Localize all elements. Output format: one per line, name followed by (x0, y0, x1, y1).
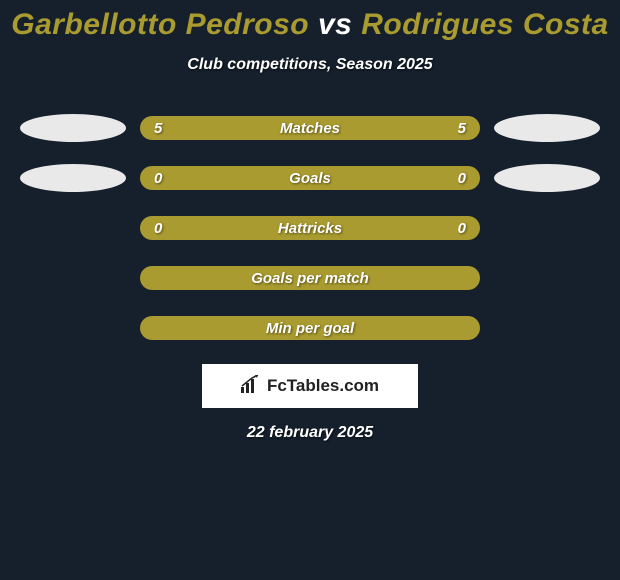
stat-row: Goals per match (0, 264, 620, 292)
stat-bar: 0 Hattricks 0 (140, 216, 480, 240)
stat-right-value: 0 (458, 170, 466, 187)
left-ellipse-placeholder (20, 264, 126, 292)
stat-bar: 0 Goals 0 (140, 166, 480, 190)
left-ellipse-placeholder (20, 314, 126, 342)
left-ellipse-icon (20, 114, 126, 142)
stat-row: 0 Goals 0 (0, 164, 620, 192)
page-title: Garbellotto Pedroso vs Rodrigues Costa (0, 8, 620, 42)
subtitle: Club competitions, Season 2025 (0, 56, 620, 74)
chart-icon (241, 375, 263, 398)
date: 22 february 2025 (0, 424, 620, 442)
logo-box: FcTables.com (202, 364, 418, 408)
stat-label: Goals per match (251, 270, 369, 287)
right-ellipse-placeholder (494, 214, 600, 242)
stat-right-value: 5 (458, 120, 466, 137)
right-ellipse-placeholder (494, 314, 600, 342)
player2-name: Rodrigues Costa (361, 8, 609, 41)
stat-row: 5 Matches 5 (0, 114, 620, 142)
stat-left-value: 5 (154, 120, 162, 137)
stat-left-value: 0 (154, 220, 162, 237)
stat-label: Min per goal (266, 320, 354, 337)
left-ellipse-icon (20, 164, 126, 192)
stat-left-value: 0 (154, 170, 162, 187)
stat-row: Min per goal (0, 314, 620, 342)
stat-label: Goals (289, 170, 331, 187)
stat-right-value: 0 (458, 220, 466, 237)
stat-bar: Min per goal (140, 316, 480, 340)
stat-label: Matches (280, 120, 340, 137)
stat-bar: Goals per match (140, 266, 480, 290)
right-ellipse-placeholder (494, 264, 600, 292)
right-ellipse-icon (494, 114, 600, 142)
logo: FcTables.com (241, 375, 379, 398)
right-ellipse-icon (494, 164, 600, 192)
player1-name: Garbellotto Pedroso (11, 8, 309, 41)
stat-bar: 5 Matches 5 (140, 116, 480, 140)
stat-row: 0 Hattricks 0 (0, 214, 620, 242)
logo-text: FcTables.com (267, 376, 379, 396)
stat-label: Hattricks (278, 220, 342, 237)
left-ellipse-placeholder (20, 214, 126, 242)
vs-text: vs (318, 8, 352, 41)
stat-rows: 5 Matches 5 0 Goals 0 0 Hattricks 0 Goals per mat… (0, 114, 620, 342)
comparison-infographic: Garbellotto Pedroso vs Rodrigues Costa C… (0, 0, 620, 442)
